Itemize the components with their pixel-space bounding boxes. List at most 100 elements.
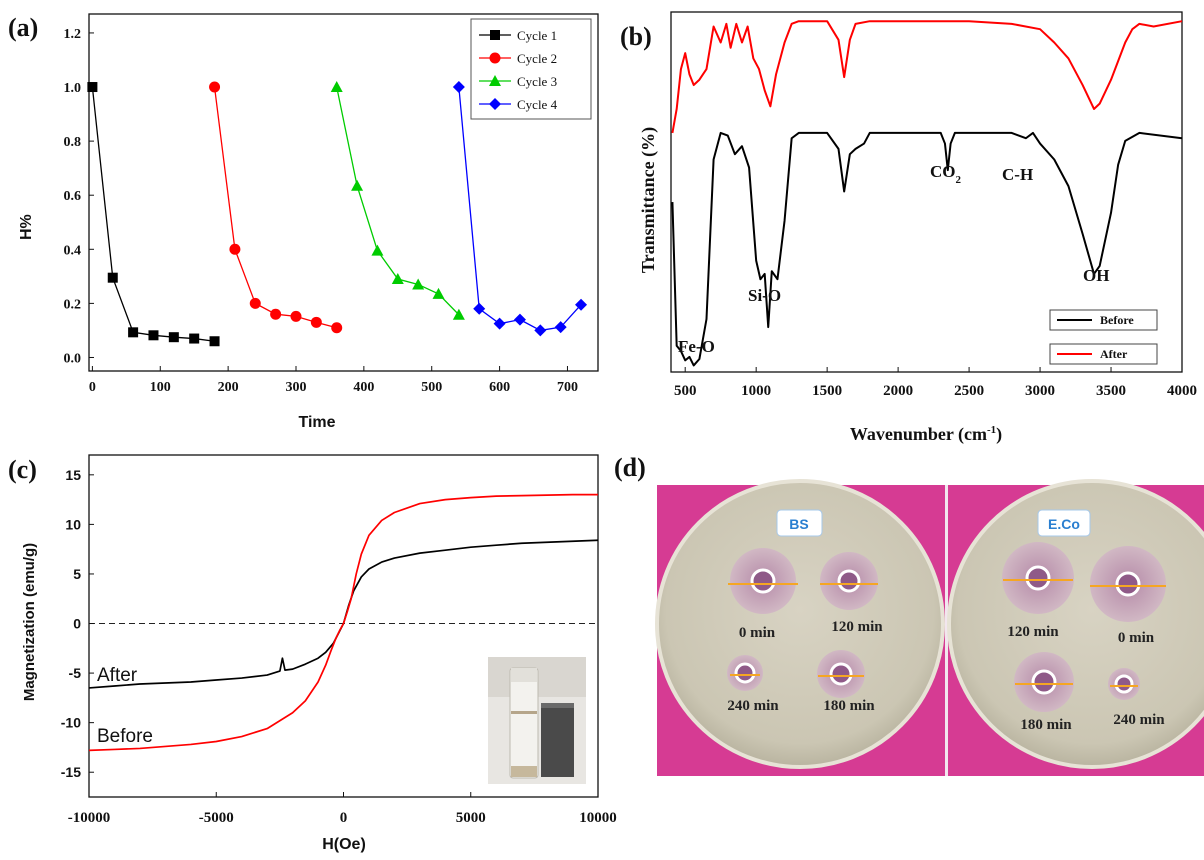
x-tick-label: 3500 (1096, 383, 1126, 399)
data-point (554, 321, 567, 334)
y-tick-label: 0.4 (64, 243, 82, 258)
panel-b-ylabel: Transmittance (%) (638, 127, 659, 273)
panel-a-label: (a) (8, 13, 38, 42)
data-point (489, 52, 501, 64)
well-label: 240 min (727, 698, 779, 714)
legend-entry: Cycle 3 (517, 74, 557, 89)
x-tick-label: 200 (218, 380, 239, 395)
plot-frame (88, 13, 599, 372)
data-point (575, 298, 588, 311)
annotation-fe-o: Fe-O (678, 337, 715, 356)
data-point (489, 75, 501, 86)
well (1025, 565, 1051, 591)
x-tick-label: -5000 (199, 810, 234, 826)
panel-b-xlabel: Wavenumber (cm-1) (850, 424, 1002, 445)
x-tick-label: 500 (674, 383, 697, 399)
panel-c-series (88, 493, 599, 752)
annotation-si-o: Si-O (748, 286, 781, 305)
panel-b-series (671, 20, 1183, 367)
data-point (290, 310, 302, 322)
data-point (534, 324, 547, 337)
panel-c-axes: -10000 -5000 0 5000 10000 -15 -10 -5 0 5 10 15 (61, 454, 617, 826)
annotation-co2-main: CO (930, 162, 956, 181)
legend-entry: Before (1100, 313, 1134, 327)
panel-d: (d) BS 0 min 120 min 240 min 180 min (614, 453, 1204, 776)
y-tick-label: 1.2 (64, 27, 82, 42)
annotation-before: Before (97, 726, 153, 747)
series-line (671, 20, 1183, 134)
data-point (87, 82, 98, 93)
x-tick-label: 0 (89, 380, 96, 395)
data-point (331, 322, 343, 334)
panel-a-axes: 0 100 200 300 400 500 600 700 0.0 0.2 0.4 0.6 0.8 1.0… (64, 13, 599, 395)
plate-badge-text: E.Co (1048, 516, 1080, 532)
panel-b: (b) 500 1000 1500 2000 2500 3000 3500 4000 Tran… (620, 11, 1197, 445)
y-tick-label: 1.0 (64, 81, 82, 96)
data-point (189, 333, 200, 344)
y-tick-label: -10 (61, 715, 81, 731)
legend-entry: After (1100, 347, 1128, 361)
well-label: 180 min (1020, 717, 1072, 733)
panel-c-ylabel: Magnetization (emu/g) (21, 543, 38, 701)
vial-icon (509, 667, 539, 779)
well (829, 662, 853, 686)
well (837, 569, 861, 593)
plate-badge (1037, 509, 1091, 537)
x-tick-label: 700 (557, 380, 578, 395)
legend-entry: Cycle 2 (517, 51, 557, 66)
data-point (209, 81, 221, 93)
data-point (513, 313, 526, 326)
data-point (432, 287, 445, 299)
series-line (88, 493, 598, 752)
annotation-oh: OH (1083, 266, 1109, 285)
x-tick-label: 4000 (1167, 383, 1197, 399)
data-point (391, 273, 404, 285)
y-tick-label: -5 (69, 665, 82, 681)
panel-c: (c) -10000 -5000 0 5000 10000-15-10-5051015 … (8, 454, 617, 853)
well-label: 180 min (823, 698, 875, 714)
panel-a-series (87, 81, 588, 347)
data-point (330, 81, 343, 93)
x-tick-label: -10000 (68, 810, 111, 826)
well (1115, 571, 1141, 597)
x-tick-label: 500 (421, 380, 442, 395)
well (734, 662, 756, 684)
plot-frame (670, 11, 1183, 373)
photo-divider (945, 485, 948, 776)
panel-b-label: (b) (620, 22, 652, 51)
panel-c-xlabel: H(Oe) (322, 836, 366, 853)
x-tick-label: 5000 (456, 810, 486, 826)
panel-a: (a) 0 100 200 300 400 500 600 700 0.0 0.2 0.4 0.6 0.… (8, 13, 599, 431)
x-tick-label: 2000 (883, 383, 913, 399)
data-point (310, 316, 322, 328)
y-tick-label: 0.8 (64, 135, 82, 150)
plate-dish (655, 479, 945, 769)
series-line (458, 86, 582, 332)
data-point (452, 81, 465, 94)
data-point (489, 98, 501, 110)
x-tick-label: 400 (353, 380, 374, 395)
legend-entry: Cycle 4 (517, 97, 558, 112)
data-point (412, 278, 425, 290)
legend-box (1049, 309, 1158, 331)
y-tick-label: 10 (65, 516, 81, 532)
panel-d-label: (d) (614, 453, 646, 482)
x-tick-label: 100 (150, 380, 171, 395)
x-tick-label: 1500 (812, 383, 842, 399)
data-point (249, 297, 261, 309)
panel-b-xlabel-main: Wavenumber (cm (850, 424, 987, 445)
x-tick-label: 3000 (1025, 383, 1055, 399)
y-tick-label: 15 (65, 467, 81, 483)
y-tick-label: 0.6 (64, 189, 82, 204)
panel-b-axes: 500 1000 1500 2000 2500 3000 3500 4000 (670, 11, 1197, 399)
legend-entry: Cycle 1 (517, 28, 557, 43)
annotation-co2-sub: 2 (956, 174, 962, 186)
y-tick-label: 5 (73, 566, 81, 582)
data-point (209, 336, 220, 347)
y-tick-label: -15 (61, 764, 81, 780)
y-tick-label: 0 (73, 616, 81, 632)
panel-b-legend: Before After (1049, 309, 1158, 365)
annotation-after: After (97, 665, 138, 686)
data-point (493, 317, 506, 330)
